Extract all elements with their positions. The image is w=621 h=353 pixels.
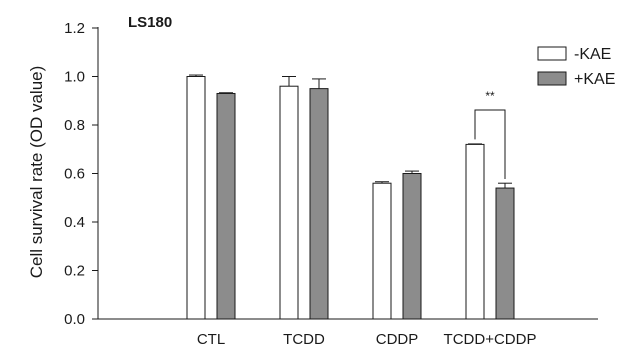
significance-bracket xyxy=(474,109,506,180)
x-tick-label: CTL xyxy=(197,331,225,348)
bars xyxy=(186,76,515,320)
legend-swatch xyxy=(537,46,567,61)
bar-plus-kae xyxy=(495,187,515,320)
bar-plus-kae xyxy=(216,92,236,320)
bar-plus-kae xyxy=(402,173,422,320)
y-axis-title: Cell survival rate (OD value) xyxy=(27,66,46,279)
x-tick-label: TCDD xyxy=(283,331,325,348)
bar-plus-kae xyxy=(309,88,329,320)
legend-swatch xyxy=(537,71,567,86)
error-bars xyxy=(189,74,512,189)
bar-minus-kae xyxy=(465,143,485,320)
y-tick-label: 0.0 xyxy=(64,311,85,328)
annotations: ** xyxy=(474,89,506,180)
x-axis: CTL TCDD CDDP TCDD+CDDP xyxy=(98,318,598,348)
y-axis: 0.0 0.2 0.4 0.6 0.8 1.0 1.2 xyxy=(64,20,99,328)
y-tick-label: 0.6 xyxy=(64,166,85,183)
legend-label: -KAE xyxy=(574,46,611,63)
y-tick-label: 1.0 xyxy=(64,69,85,86)
x-tick-label: CDDP xyxy=(376,331,419,348)
y-tick-label: 0.8 xyxy=(64,117,85,134)
legend: -KAE +KAE xyxy=(537,46,615,88)
bar-minus-kae xyxy=(372,182,392,320)
bar-minus-kae xyxy=(186,76,206,320)
panel-label: LS180 xyxy=(128,14,172,31)
y-tick-label: 0.2 xyxy=(64,263,85,280)
bar-minus-kae xyxy=(279,85,299,320)
y-tick-label: 0.4 xyxy=(64,214,85,231)
y-tick-label: 1.2 xyxy=(64,20,85,37)
significance-label: ** xyxy=(485,89,495,103)
x-tick-label: TCDD+CDDP xyxy=(444,331,537,348)
legend-label: +KAE xyxy=(574,71,615,88)
